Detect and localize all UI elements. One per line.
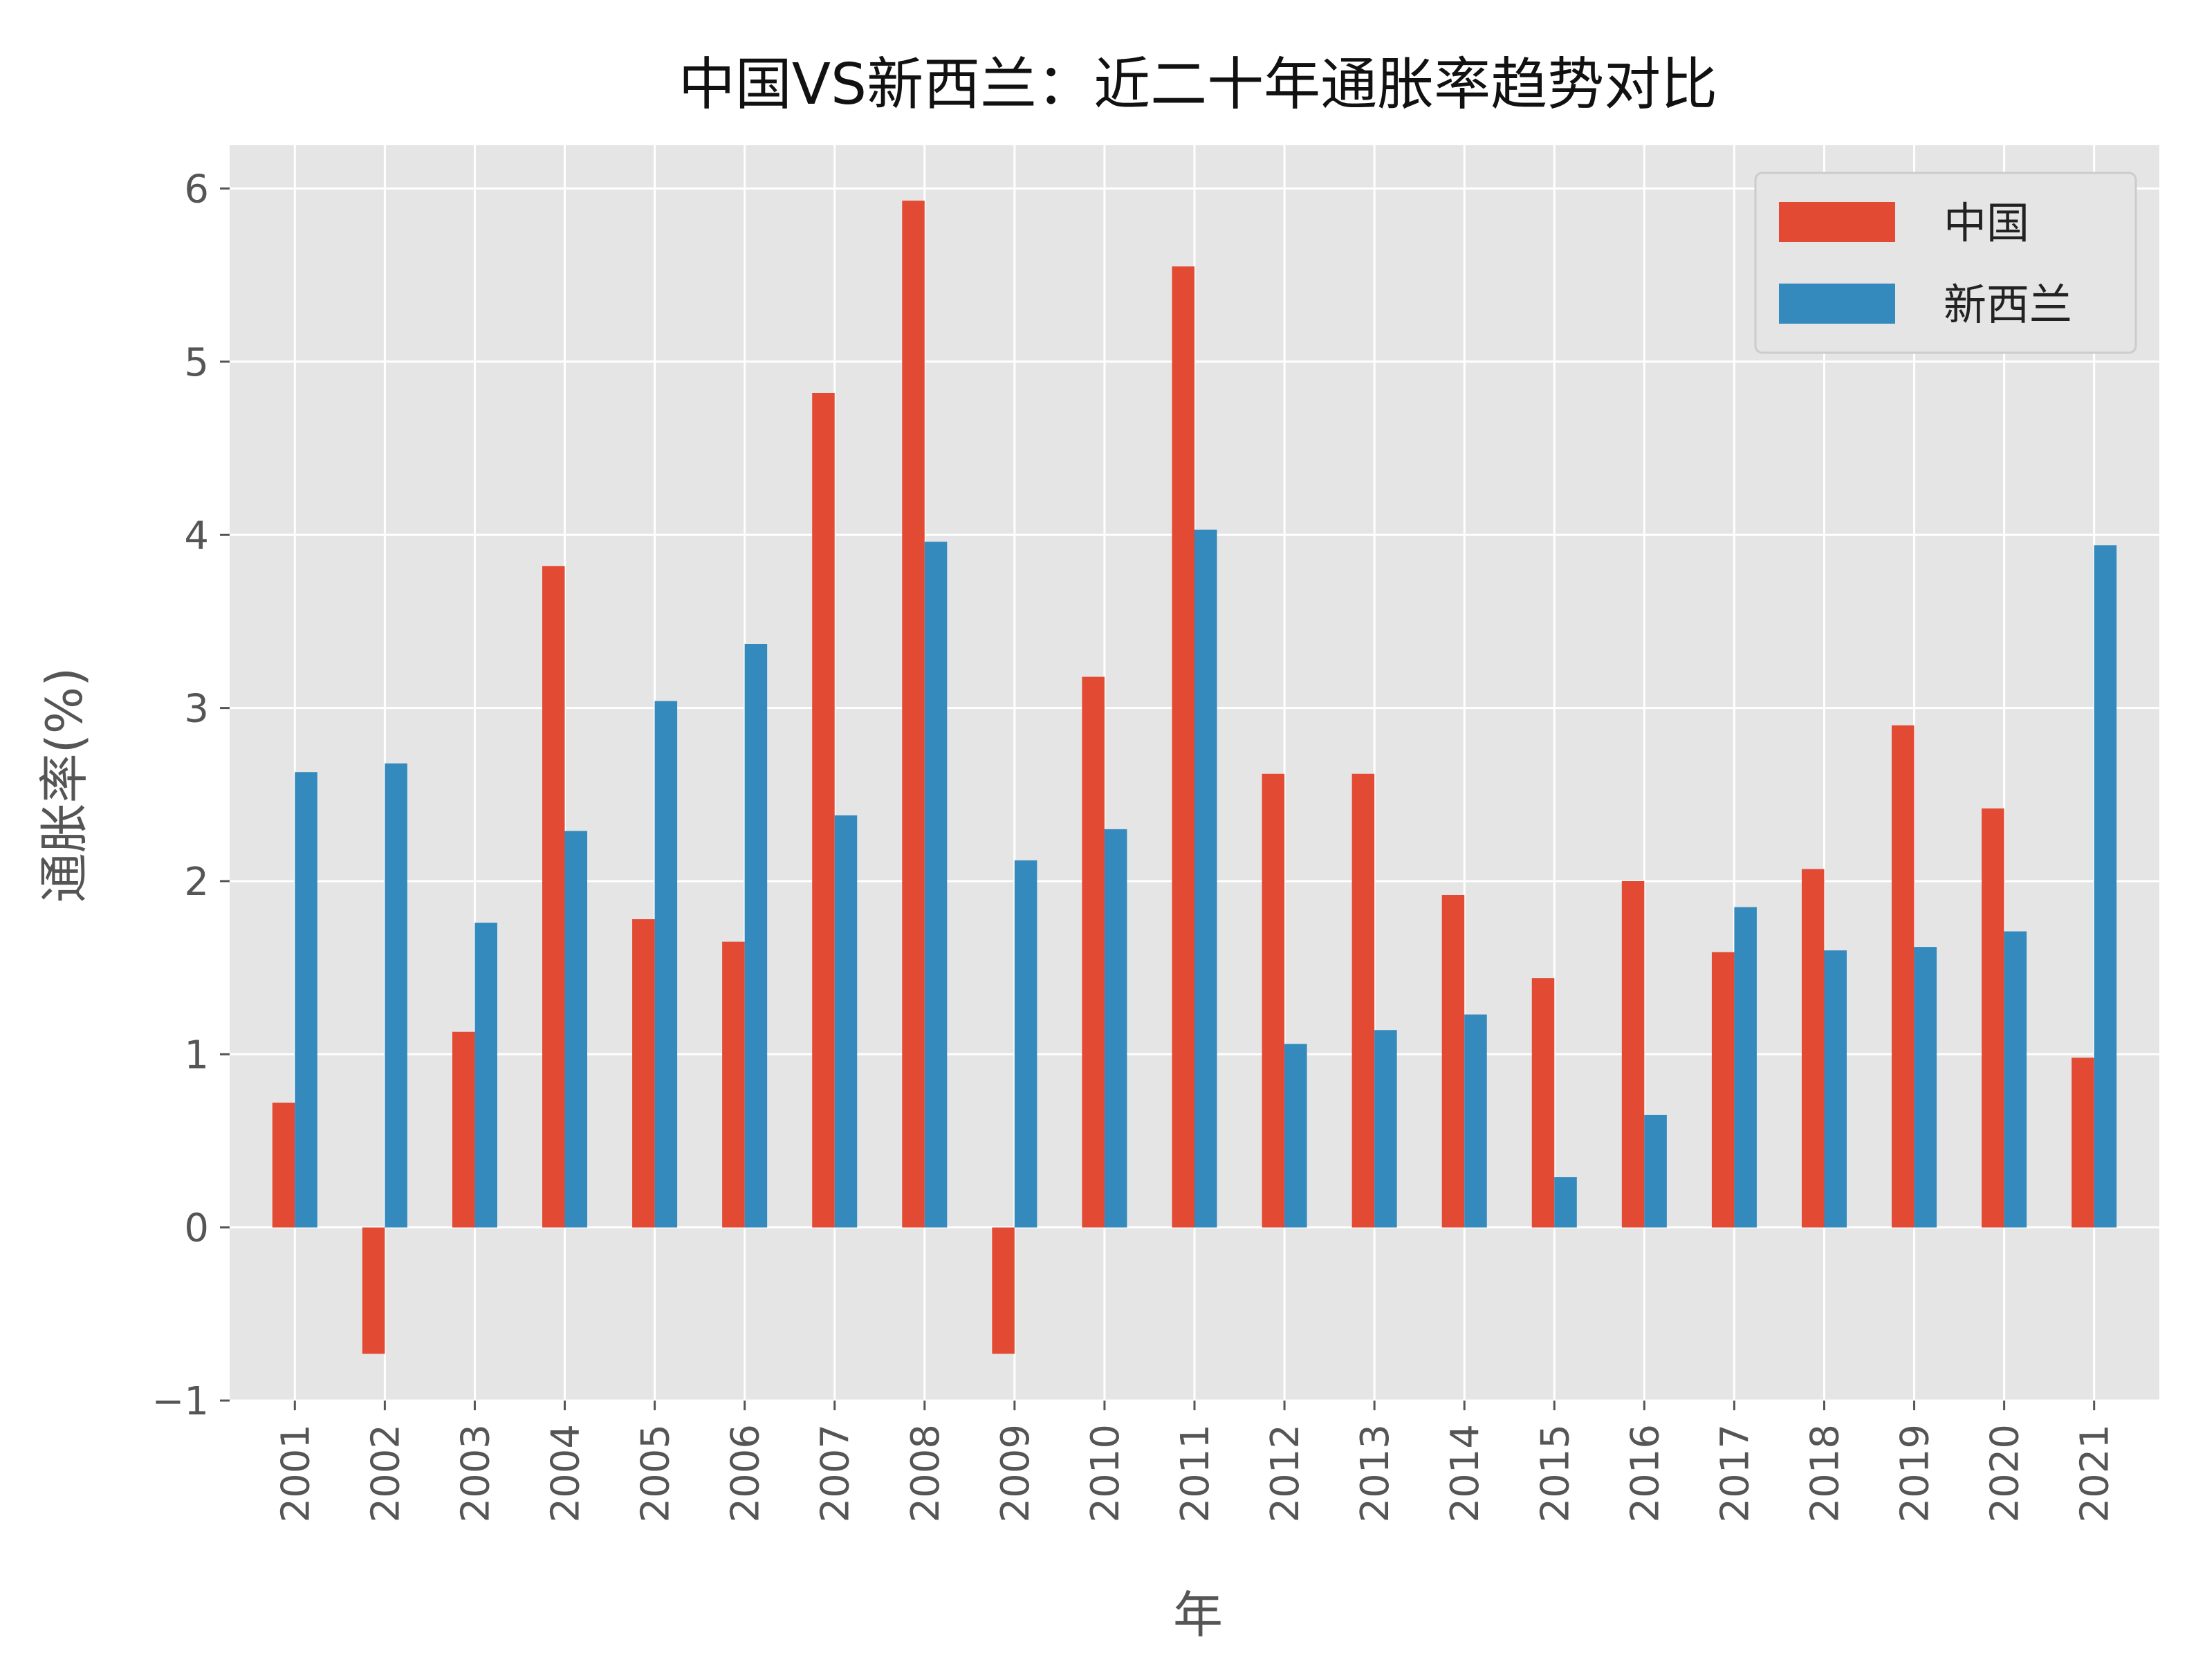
bar-china <box>272 1102 295 1228</box>
x-tick-label: 2011 <box>1173 1424 1218 1523</box>
bar-newzealand <box>924 542 948 1228</box>
x-tick-label: 2009 <box>993 1424 1038 1523</box>
bar-newzealand <box>1914 947 1937 1228</box>
x-axis-label: 年 <box>1173 1586 1223 1644</box>
bar-china <box>992 1227 1015 1354</box>
bar-newzealand <box>1554 1177 1577 1228</box>
bar-china <box>632 919 655 1228</box>
x-tick-label: 2017 <box>1713 1424 1757 1523</box>
bar-newzealand <box>1284 1044 1307 1228</box>
bar-china <box>1262 773 1285 1228</box>
bar-china <box>1441 894 1465 1228</box>
x-tick-label: 2020 <box>1983 1424 2028 1523</box>
bar-newzealand <box>654 701 678 1228</box>
y-tick-label: 5 <box>184 340 209 385</box>
bar-china <box>1801 869 1825 1228</box>
bar-china <box>812 392 835 1228</box>
x-tick-label: 2013 <box>1353 1424 1398 1523</box>
bar-newzealand <box>295 772 317 1228</box>
bar-newzealand <box>564 831 588 1228</box>
legend-label-china: 中国 <box>1944 198 2029 248</box>
x-tick-label: 2003 <box>453 1424 498 1523</box>
y-axis-ticks: −1 0 1 2 3 4 5 6 <box>151 167 230 1424</box>
bar-china <box>722 941 745 1228</box>
x-tick-label: 2012 <box>1263 1424 1308 1523</box>
x-tick-label: 2004 <box>544 1424 589 1523</box>
bar-china <box>542 566 565 1228</box>
bar-china <box>1082 676 1105 1228</box>
y-tick-label: 6 <box>184 167 209 212</box>
bar-china <box>1172 266 1194 1228</box>
x-tick-label: 2018 <box>1802 1424 1847 1523</box>
y-axis-label: 通胀率(%) <box>35 667 93 903</box>
bar-newzealand <box>1374 1030 1397 1228</box>
bar-china <box>452 1031 475 1228</box>
x-tick-label: 2002 <box>363 1424 408 1523</box>
x-tick-label: 2016 <box>1623 1424 1668 1523</box>
bar-china <box>1621 880 1645 1228</box>
bar-newzealand <box>1194 529 1217 1228</box>
legend-label-newzealand: 新西兰 <box>1944 279 2072 330</box>
bar-china <box>1892 725 1914 1228</box>
bar-china <box>1531 978 1555 1228</box>
x-axis-ticks: 2001 2002 2003 2004 2005 2006 2007 2008 2009 2010… <box>273 1401 2118 1523</box>
x-tick-label: 2001 <box>273 1424 318 1523</box>
x-tick-label: 2019 <box>1893 1424 1938 1523</box>
bar-newzealand <box>834 815 858 1228</box>
y-tick-label: 4 <box>184 513 209 558</box>
bar-newzealand <box>474 923 497 1228</box>
bar-newzealand <box>744 643 768 1228</box>
bars <box>272 201 2117 1354</box>
x-tick-label: 2008 <box>903 1424 948 1523</box>
bar-china <box>1351 773 1375 1228</box>
bar-china <box>902 201 925 1228</box>
x-tick-label: 2010 <box>1083 1424 1128 1523</box>
bar-newzealand <box>385 763 407 1228</box>
bar-newzealand <box>1104 829 1127 1228</box>
bar-china <box>362 1227 385 1354</box>
bar-newzealand <box>2004 931 2027 1228</box>
bar-newzealand <box>2094 545 2117 1228</box>
bar-china <box>1711 952 1735 1228</box>
legend-swatch-china <box>1779 202 1895 242</box>
x-tick-label: 2021 <box>2073 1424 2118 1523</box>
y-tick-label: 1 <box>184 1033 209 1078</box>
chart-title: 中国VS新西兰：近二十年通胀率趋势对比 <box>679 52 1717 118</box>
bar-china <box>2072 1058 2094 1228</box>
y-tick-label: 0 <box>184 1206 209 1251</box>
x-tick-label: 2014 <box>1443 1424 1488 1523</box>
legend: 中国 新西兰 <box>1754 172 2137 354</box>
bar-newzealand <box>1464 1014 1487 1228</box>
bar-newzealand <box>1644 1114 1667 1228</box>
bar-newzealand <box>1824 950 1847 1228</box>
y-tick-label: 3 <box>184 687 209 732</box>
bar-china <box>1982 808 2004 1228</box>
x-tick-label: 2006 <box>723 1424 768 1523</box>
bar-newzealand <box>1014 860 1037 1228</box>
legend-swatch-newzealand <box>1779 284 1895 324</box>
x-tick-label: 2005 <box>634 1424 679 1523</box>
x-tick-label: 2015 <box>1533 1424 1578 1523</box>
y-tick-label: 2 <box>184 860 209 905</box>
bar-newzealand <box>1734 907 1757 1228</box>
x-tick-label: 2007 <box>813 1424 858 1523</box>
y-tick-label: −1 <box>151 1379 209 1424</box>
